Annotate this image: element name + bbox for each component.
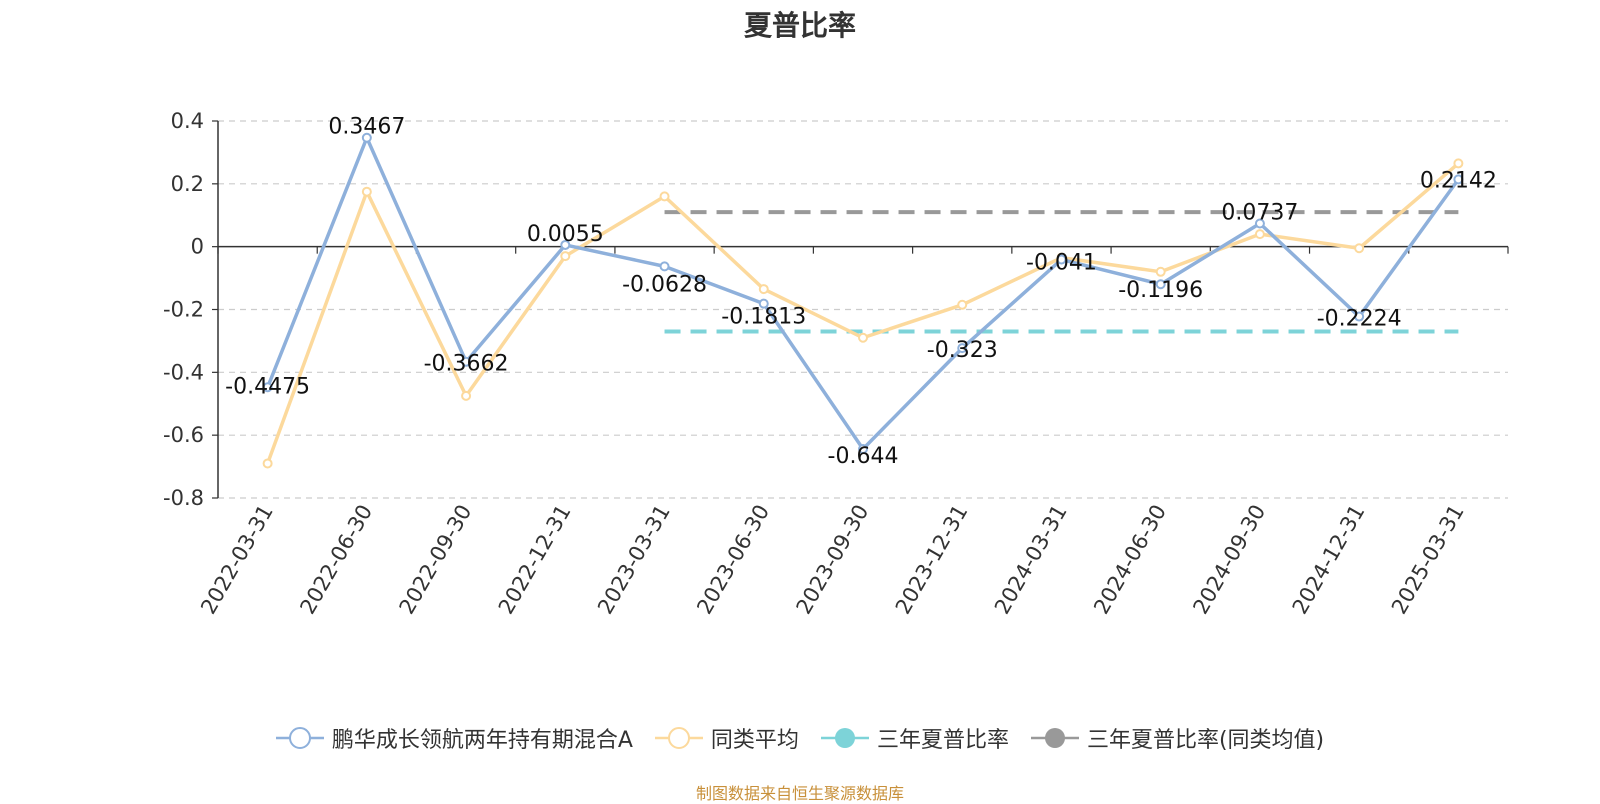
data-label: -0.644	[828, 444, 899, 469]
data-label: -0.1813	[721, 305, 806, 330]
data-label: -0.2224	[1317, 307, 1402, 332]
data-label: 0.0055	[527, 222, 604, 247]
x-tick-label: 2022-03-31	[196, 501, 278, 619]
legend-item[interactable]: 鹏华成长领航两年持有期混合A	[275, 722, 633, 754]
x-tick-label: 2023-12-31	[891, 500, 973, 618]
data-label: -0.4475	[225, 374, 310, 399]
data-point	[758, 284, 769, 295]
source-note: 制图数据来自恒生聚源数据库	[695, 784, 904, 803]
data-label: -0.323	[927, 338, 998, 363]
x-tick-label: 2025-03-31	[1387, 501, 1469, 619]
x-tick-label: 2022-12-31	[494, 501, 576, 619]
data-point	[1056, 254, 1067, 265]
legend-label: 鹏华成长领航两年持有期混合A	[331, 728, 633, 753]
data-point	[858, 332, 868, 343]
y-tick-label: -0.4	[163, 360, 204, 384]
data-label: -0.0628	[622, 272, 707, 297]
y-tick-label: -0.2	[163, 298, 204, 322]
reference-lines	[664, 210, 1459, 334]
y-tick-label: 0	[191, 235, 204, 259]
legend-item[interactable]: 同类平均	[654, 722, 799, 754]
data-label: 0.0737	[1221, 201, 1298, 226]
data-point	[262, 458, 273, 469]
legend: 鹏华成长领航两年持有期混合A 同类平均 三年夏普比率 三年夏普比率(同类均值)	[0, 722, 1600, 754]
data-label: 0.2142	[1420, 168, 1497, 193]
data-point	[361, 132, 372, 143]
x-tick-label: 2022-09-30	[395, 500, 477, 618]
legend-label: 三年夏普比率	[876, 728, 1009, 753]
x-tick-label: 2023-06-30	[692, 501, 774, 619]
data-point	[1254, 229, 1265, 240]
data-label: -0.3662	[424, 352, 509, 377]
hollow-circle-icon	[654, 727, 703, 749]
legend-item[interactable]: 三年夏普比率	[820, 722, 1009, 754]
data-point	[1155, 266, 1166, 277]
data-point	[957, 299, 968, 310]
data-point	[560, 239, 571, 250]
y-tick-label: -0.6	[163, 423, 204, 447]
series-lines	[262, 132, 1464, 469]
data-point	[758, 298, 769, 309]
legend-label: 同类平均	[710, 728, 799, 753]
filled-circle-icon	[1030, 728, 1079, 748]
data-point	[1453, 158, 1464, 169]
data-point	[1453, 174, 1464, 185]
y-tick-label: 0.2	[171, 172, 204, 196]
data-point	[361, 186, 372, 197]
data-point	[461, 390, 472, 401]
data-point	[461, 356, 472, 367]
data-labels: -0.4475 0.3467 -0.3662 0.0055 -0.0628 -0.1813…	[225, 115, 1497, 469]
filled-circle-icon	[820, 728, 869, 748]
data-point	[1354, 243, 1365, 254]
x-tick-label: 2024-03-31	[990, 501, 1072, 619]
y-tick-label: -0.8	[163, 486, 204, 510]
data-point	[1254, 218, 1265, 229]
data-label: -0.1196	[1118, 278, 1203, 303]
data-point	[1354, 311, 1365, 322]
x-tick-label: 2024-12-31	[1288, 501, 1370, 619]
data-label: 0.3467	[328, 115, 405, 140]
x-tick-label: 2024-09-30	[1188, 501, 1270, 619]
data-point	[262, 382, 273, 393]
x-tick-label: 2023-03-31	[593, 501, 675, 619]
data-point	[560, 251, 571, 262]
legend-label: 三年夏普比率(同类均值)	[1086, 728, 1325, 753]
data-point	[957, 343, 968, 354]
legend-item[interactable]: 三年夏普比率(同类均值)	[1030, 722, 1325, 754]
y-tick-label: 0.4	[171, 109, 204, 133]
x-tick-label: 2024-06-30	[1089, 501, 1171, 619]
data-label: -0.041	[1026, 251, 1097, 276]
data-point	[659, 261, 670, 272]
chart-title: 夏普比率	[743, 9, 856, 42]
data-point	[1155, 279, 1166, 290]
x-tick-label: 2022-06-30	[295, 501, 377, 619]
grid-lines	[218, 120, 1508, 499]
hollow-circle-icon	[275, 727, 324, 749]
data-point	[858, 443, 868, 454]
x-tick-label: 2023-09-30	[792, 501, 874, 619]
data-point	[659, 191, 670, 202]
